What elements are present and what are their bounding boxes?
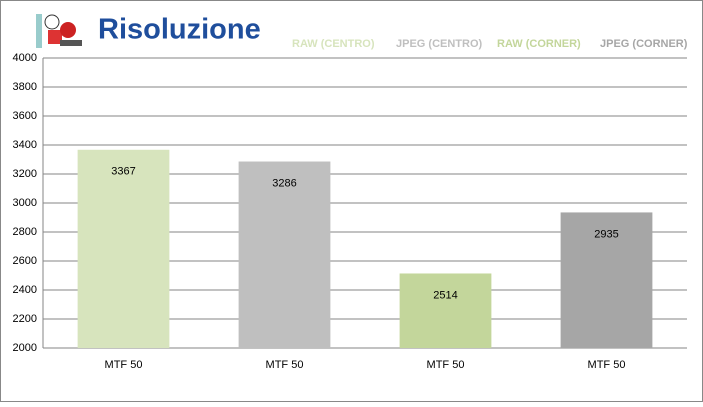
legend-label: RAW (CENTRO) (292, 38, 375, 50)
x-tick-label: MTF 50 (266, 359, 304, 371)
chart-title: Risoluzione (98, 14, 261, 46)
bar (77, 149, 170, 348)
y-tick-label: 2200 (13, 313, 37, 325)
y-tick-label: 2400 (13, 284, 37, 296)
y-tick-label: 2600 (13, 255, 37, 267)
logo (36, 14, 82, 48)
data-label: 2514 (433, 289, 457, 301)
bar (238, 161, 331, 348)
y-tick-label: 2800 (13, 226, 37, 238)
legend-label: RAW (CORNER) (497, 38, 581, 50)
x-tick-label: MTF 50 (105, 359, 143, 371)
bar (560, 212, 653, 348)
x-tick-label: MTF 50 (427, 359, 465, 371)
data-label: 3367 (111, 166, 135, 178)
x-tick-label: MTF 50 (588, 359, 626, 371)
y-tick-label: 3800 (13, 81, 37, 93)
y-tick-label: 2000 (13, 342, 37, 354)
y-tick-label: 4000 (13, 52, 37, 64)
y-tick-label: 3000 (13, 197, 37, 209)
bar (399, 273, 492, 348)
data-label: 2935 (594, 228, 618, 240)
data-label: 3286 (272, 177, 296, 189)
y-tick-label: 3400 (13, 139, 37, 151)
legend-label: JPEG (CENTRO) (396, 38, 483, 50)
y-tick-label: 3600 (13, 110, 37, 122)
legend-label: JPEG (CORNER) (600, 38, 688, 50)
y-tick-label: 3200 (13, 168, 37, 180)
